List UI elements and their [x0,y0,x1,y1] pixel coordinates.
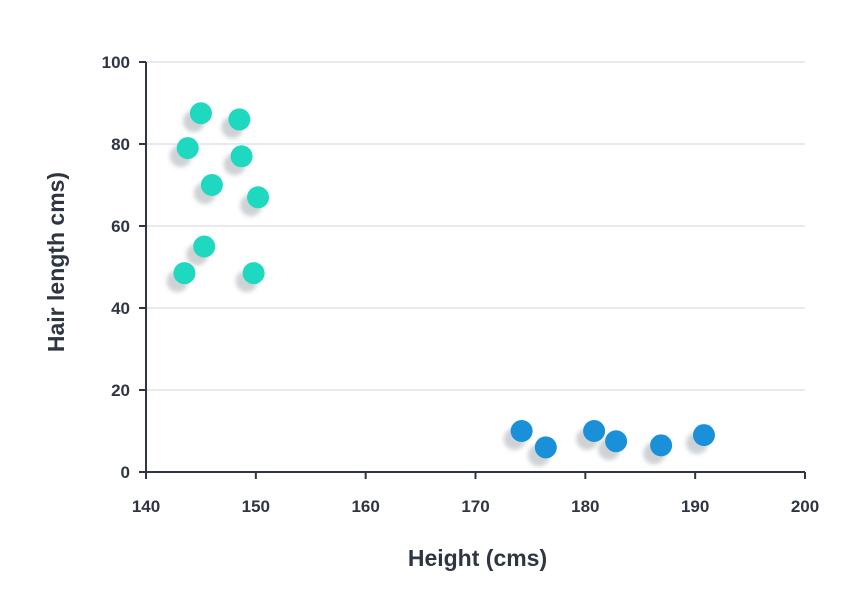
data-point [193,235,216,258]
x-tick-label: 190 [681,497,709,516]
data-point [173,262,196,285]
y-tick-label: 100 [102,53,130,72]
x-tick-label: 180 [571,497,599,516]
data-points [166,102,715,467]
x-tick-label: 200 [791,497,819,516]
gridlines [146,61,805,391]
y-tick-label: 20 [111,381,130,400]
data-point [200,174,223,196]
x-tick-label: 160 [351,497,379,516]
x-tick-label: 140 [132,497,160,516]
y-tick-label: 80 [111,135,130,154]
data-point [692,424,715,447]
data-point [230,145,253,168]
y-tick-label: 0 [121,463,130,482]
y-tick-label: 40 [111,299,130,318]
data-point [583,420,606,442]
data-point [247,186,270,209]
x-tick-labels: 140 150 160 170 180 190 200 [132,497,819,516]
data-point [650,434,673,457]
tick-marks [139,61,806,479]
data-point [534,436,557,459]
data-point [605,430,628,453]
x-tick-label: 150 [242,497,270,516]
y-tick-label: 60 [111,217,130,236]
y-axis-title: Hair length cms) [43,172,69,352]
data-point [242,262,265,285]
x-axis-title: Height (cms) [408,545,547,571]
data-point [189,102,212,125]
data-point [176,137,199,160]
data-point [510,420,533,442]
data-point [228,108,251,131]
y-tick-labels: 0 20 40 60 80 100 [102,53,130,482]
x-tick-label: 170 [461,497,489,516]
